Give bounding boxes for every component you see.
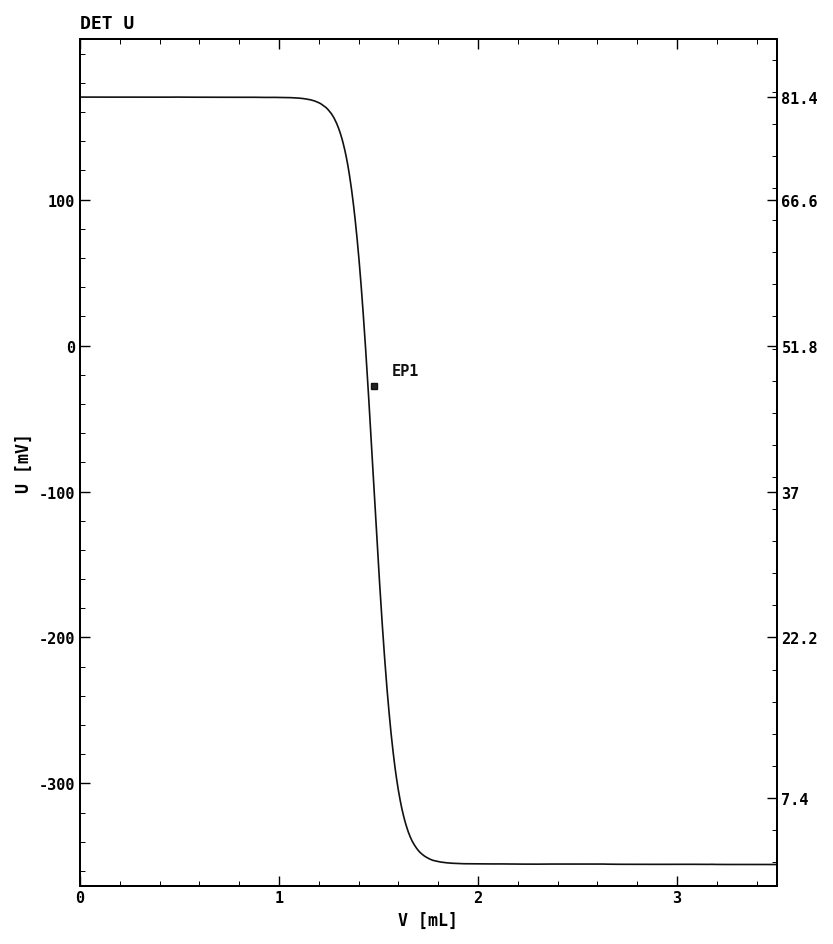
- Text: EP1: EP1: [392, 363, 419, 379]
- Y-axis label: U [mV]: U [mV]: [15, 433, 33, 493]
- X-axis label: V [mL]: V [mL]: [398, 911, 458, 929]
- Text: DET U: DET U: [80, 15, 134, 33]
